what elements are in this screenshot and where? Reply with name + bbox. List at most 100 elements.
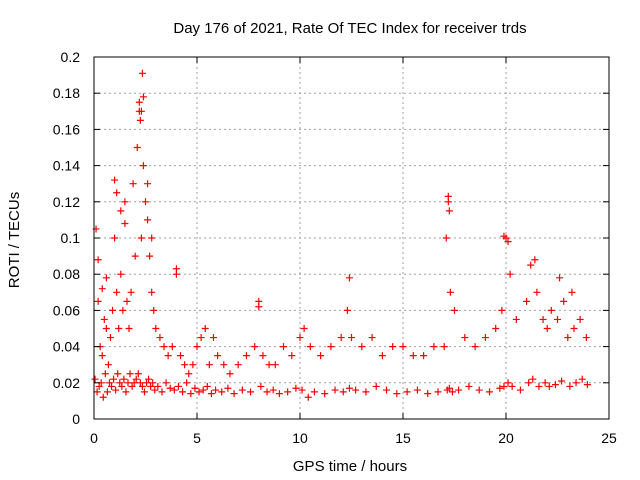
- roti-point: [102, 274, 110, 282]
- roti-point: [358, 343, 366, 351]
- roti-point: [129, 180, 137, 188]
- y-tick-label: 0.2: [61, 49, 81, 65]
- roti-point: [451, 306, 458, 314]
- roti-point: [117, 207, 125, 215]
- roti-point: [496, 384, 504, 392]
- roti-point: [148, 234, 156, 242]
- roti-point: [164, 352, 172, 360]
- roti-point: [378, 352, 386, 360]
- roti-point: [112, 386, 120, 394]
- roti-point: [119, 306, 127, 314]
- roti-point: [500, 232, 508, 240]
- roti-point: [197, 334, 205, 342]
- roti-point: [98, 285, 106, 293]
- x-tick-label: 0: [90, 430, 98, 446]
- roti-point: [486, 388, 494, 396]
- roti-point: [94, 256, 102, 264]
- roti-point: [403, 388, 411, 396]
- roti-point: [126, 370, 134, 378]
- roti-point: [187, 390, 195, 398]
- roti-point: [343, 306, 351, 314]
- roti-point: [263, 388, 271, 396]
- roti-point: [138, 382, 146, 390]
- y-tick-label: 0.06: [53, 302, 80, 318]
- roti-point: [280, 343, 288, 351]
- roti-point: [147, 382, 155, 390]
- y-tick-label: 0.02: [53, 375, 80, 391]
- roti-point: [556, 274, 564, 282]
- roti-point: [120, 375, 128, 383]
- roti-point: [444, 192, 452, 200]
- roti-point: [399, 343, 407, 351]
- roti-point: [531, 256, 539, 264]
- y-axis-label: ROTI / TECUs: [6, 192, 23, 288]
- roti-point: [554, 315, 561, 323]
- roti-point: [143, 379, 151, 387]
- roti-point: [434, 388, 442, 396]
- roti-point: [506, 270, 514, 278]
- roti-point: [529, 375, 537, 383]
- roti-point: [113, 189, 121, 197]
- roti-point: [310, 388, 318, 396]
- roti-point: [583, 381, 591, 389]
- roti-point: [166, 384, 174, 392]
- roti-point: [105, 379, 113, 387]
- roti-point: [189, 361, 197, 369]
- roti-point: [137, 234, 145, 242]
- roti-point: [226, 370, 234, 378]
- roti-point: [500, 382, 508, 390]
- roti-point: [271, 361, 279, 369]
- roti-point: [100, 315, 108, 323]
- data-points: [91, 69, 591, 401]
- roti-point: [111, 234, 119, 242]
- roti-point: [98, 352, 106, 360]
- roti-point: [539, 315, 547, 323]
- roti-point: [156, 334, 164, 342]
- roti-point: [498, 306, 506, 314]
- roti-point: [121, 198, 129, 206]
- roti-point: [455, 386, 463, 394]
- roti-point: [275, 390, 283, 398]
- roti-point: [389, 343, 397, 351]
- roti-point: [475, 386, 483, 394]
- roti-point: [214, 352, 222, 360]
- plot-frame: [93, 56, 610, 420]
- roti-point: [135, 98, 143, 106]
- roti-point: [144, 180, 152, 188]
- roti-point: [442, 234, 450, 242]
- roti-point: [151, 386, 159, 394]
- roti-point: [238, 386, 246, 394]
- roti-point: [300, 325, 308, 332]
- roti-point: [101, 370, 109, 378]
- roti-point: [321, 390, 329, 398]
- roti-point: [125, 325, 133, 332]
- roti-point: [193, 343, 201, 351]
- roti-point: [152, 325, 160, 332]
- roti-point: [106, 334, 114, 342]
- roti-point: [207, 390, 215, 398]
- roti-point: [430, 343, 438, 351]
- roti-point: [504, 238, 512, 246]
- roti-point: [170, 386, 178, 394]
- roti-point: [348, 334, 355, 342]
- roti-point: [123, 297, 131, 305]
- roti-point: [265, 361, 273, 369]
- y-tick-label: 0.12: [53, 194, 80, 210]
- roti-point: [327, 343, 335, 351]
- roti-point: [284, 388, 292, 396]
- roti-point: [560, 297, 568, 305]
- roti-point: [393, 390, 401, 398]
- y-tick-label: 0.04: [53, 339, 80, 355]
- roti-point: [420, 352, 428, 360]
- roti-point: [545, 382, 553, 390]
- roti-point: [144, 216, 152, 224]
- roti-point: [516, 386, 524, 394]
- roti-point: [352, 386, 360, 394]
- roti-point: [102, 325, 110, 332]
- roti-point: [121, 220, 129, 228]
- roti-point: [465, 382, 473, 390]
- x-tick-label: 10: [292, 430, 308, 446]
- roti-point: [257, 382, 265, 390]
- roti-point: [104, 361, 112, 369]
- roti-point: [154, 382, 162, 390]
